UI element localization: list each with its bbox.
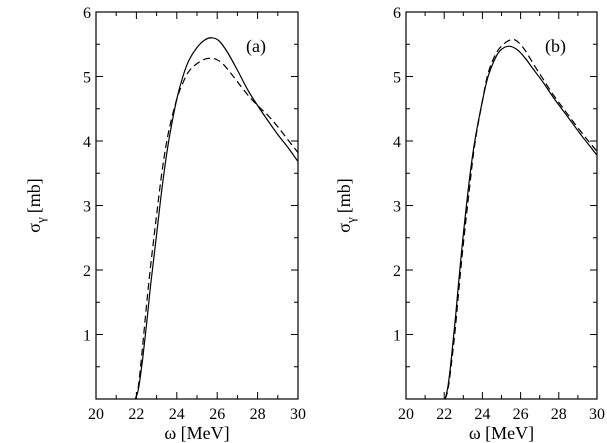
y-tick-label: 1 [393, 328, 401, 345]
y-axis-label-symbol: σ [334, 223, 354, 233]
x-tick-label: 22 [436, 406, 452, 423]
plot-frame [95, 11, 299, 400]
x-tick-label: 24 [169, 406, 185, 423]
y-tick-label: 5 [83, 70, 91, 87]
x-tick-label: 30 [589, 406, 605, 423]
y-tick-label: 2 [393, 263, 401, 280]
y-axis-label: σγ [mb] [334, 178, 358, 232]
y-axis-label-symbol: σ [24, 223, 44, 233]
panel-label: (a) [246, 36, 266, 57]
series-line-solid [134, 37, 299, 400]
y-axis-label-unit: [mb] [24, 178, 44, 213]
y-axis-label: σγ [mb] [24, 178, 48, 232]
series-line-solid [444, 45, 598, 400]
y-tick-label: 6 [393, 5, 401, 22]
y-tick-label: 3 [393, 199, 401, 216]
y-tick-label: 6 [83, 5, 91, 22]
y-axis-label-subscript: γ [33, 217, 48, 224]
y-axis-label-unit: [mb] [334, 178, 354, 213]
x-tick-label: 26 [209, 406, 225, 423]
y-tick-label: 4 [393, 134, 401, 151]
plot-frame [405, 11, 598, 400]
y-tick-label: 3 [83, 199, 91, 216]
x-tick-label: 24 [474, 406, 490, 423]
x-tick-label: 20 [398, 406, 414, 423]
y-tick-label: 5 [393, 70, 401, 87]
x-axis-label: ω [MeV] [469, 423, 534, 443]
x-tick-label: 20 [88, 406, 104, 423]
x-tick-label: 26 [513, 406, 529, 423]
panel-a: 20 22 24 26 28 30 1 2 3 4 5 6 ω [MeV] σγ [mb] (a) [24, 5, 306, 443]
y-tick-label: 2 [83, 263, 91, 280]
x-tick-label: 30 [290, 406, 306, 423]
x-tick-label: 28 [551, 406, 567, 423]
panel-b: 20 22 24 26 28 30 1 2 3 4 5 6 ω [MeV] σγ [mb] (b) [334, 5, 605, 443]
y-axis-label-subscript: γ [343, 217, 358, 224]
series-line-dashed [444, 38, 598, 400]
panel-label: (b) [545, 36, 566, 57]
x-axis-label: ω [MeV] [164, 423, 229, 443]
y-tick-label: 1 [83, 328, 91, 345]
y-tick-label: 4 [83, 134, 91, 151]
x-tick-label: 22 [128, 406, 144, 423]
series-line-dashed [134, 57, 299, 400]
x-tick-label: 28 [250, 406, 266, 423]
